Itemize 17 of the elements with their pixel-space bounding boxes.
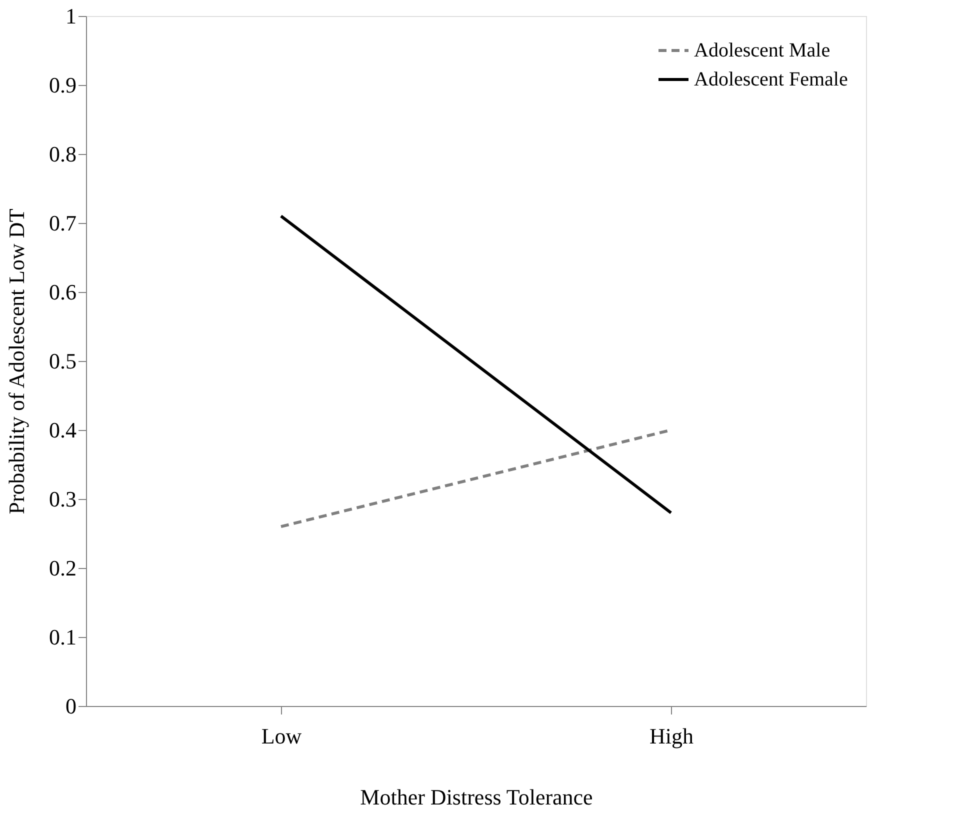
y-axis-title: Probability of Adolescent Low DT [4, 208, 29, 514]
x-axis-title: Mother Distress Tolerance [360, 784, 593, 810]
y-tick-label: 0.1 [49, 624, 76, 650]
y-tick-label: 0.2 [49, 556, 76, 580]
y-tick-label: 0.7 [49, 210, 76, 236]
y-tick-label: 0.8 [49, 142, 76, 166]
legend-label: Adolescent Female [694, 68, 848, 90]
y-tick-label: 1 [66, 4, 76, 28]
y-tick-label: 0 [66, 694, 76, 718]
y-tick-label: 0.5 [49, 348, 76, 374]
y-tick-label: 0.6 [49, 280, 76, 304]
y-tick-label: 0.9 [49, 72, 76, 98]
y-tick-label: 0.3 [49, 486, 76, 512]
y-tick-label: 0.4 [49, 418, 76, 442]
legend-label: Adolescent Male [694, 40, 830, 62]
x-tick-label: High [650, 724, 694, 748]
x-tick-label: Low [261, 724, 302, 748]
